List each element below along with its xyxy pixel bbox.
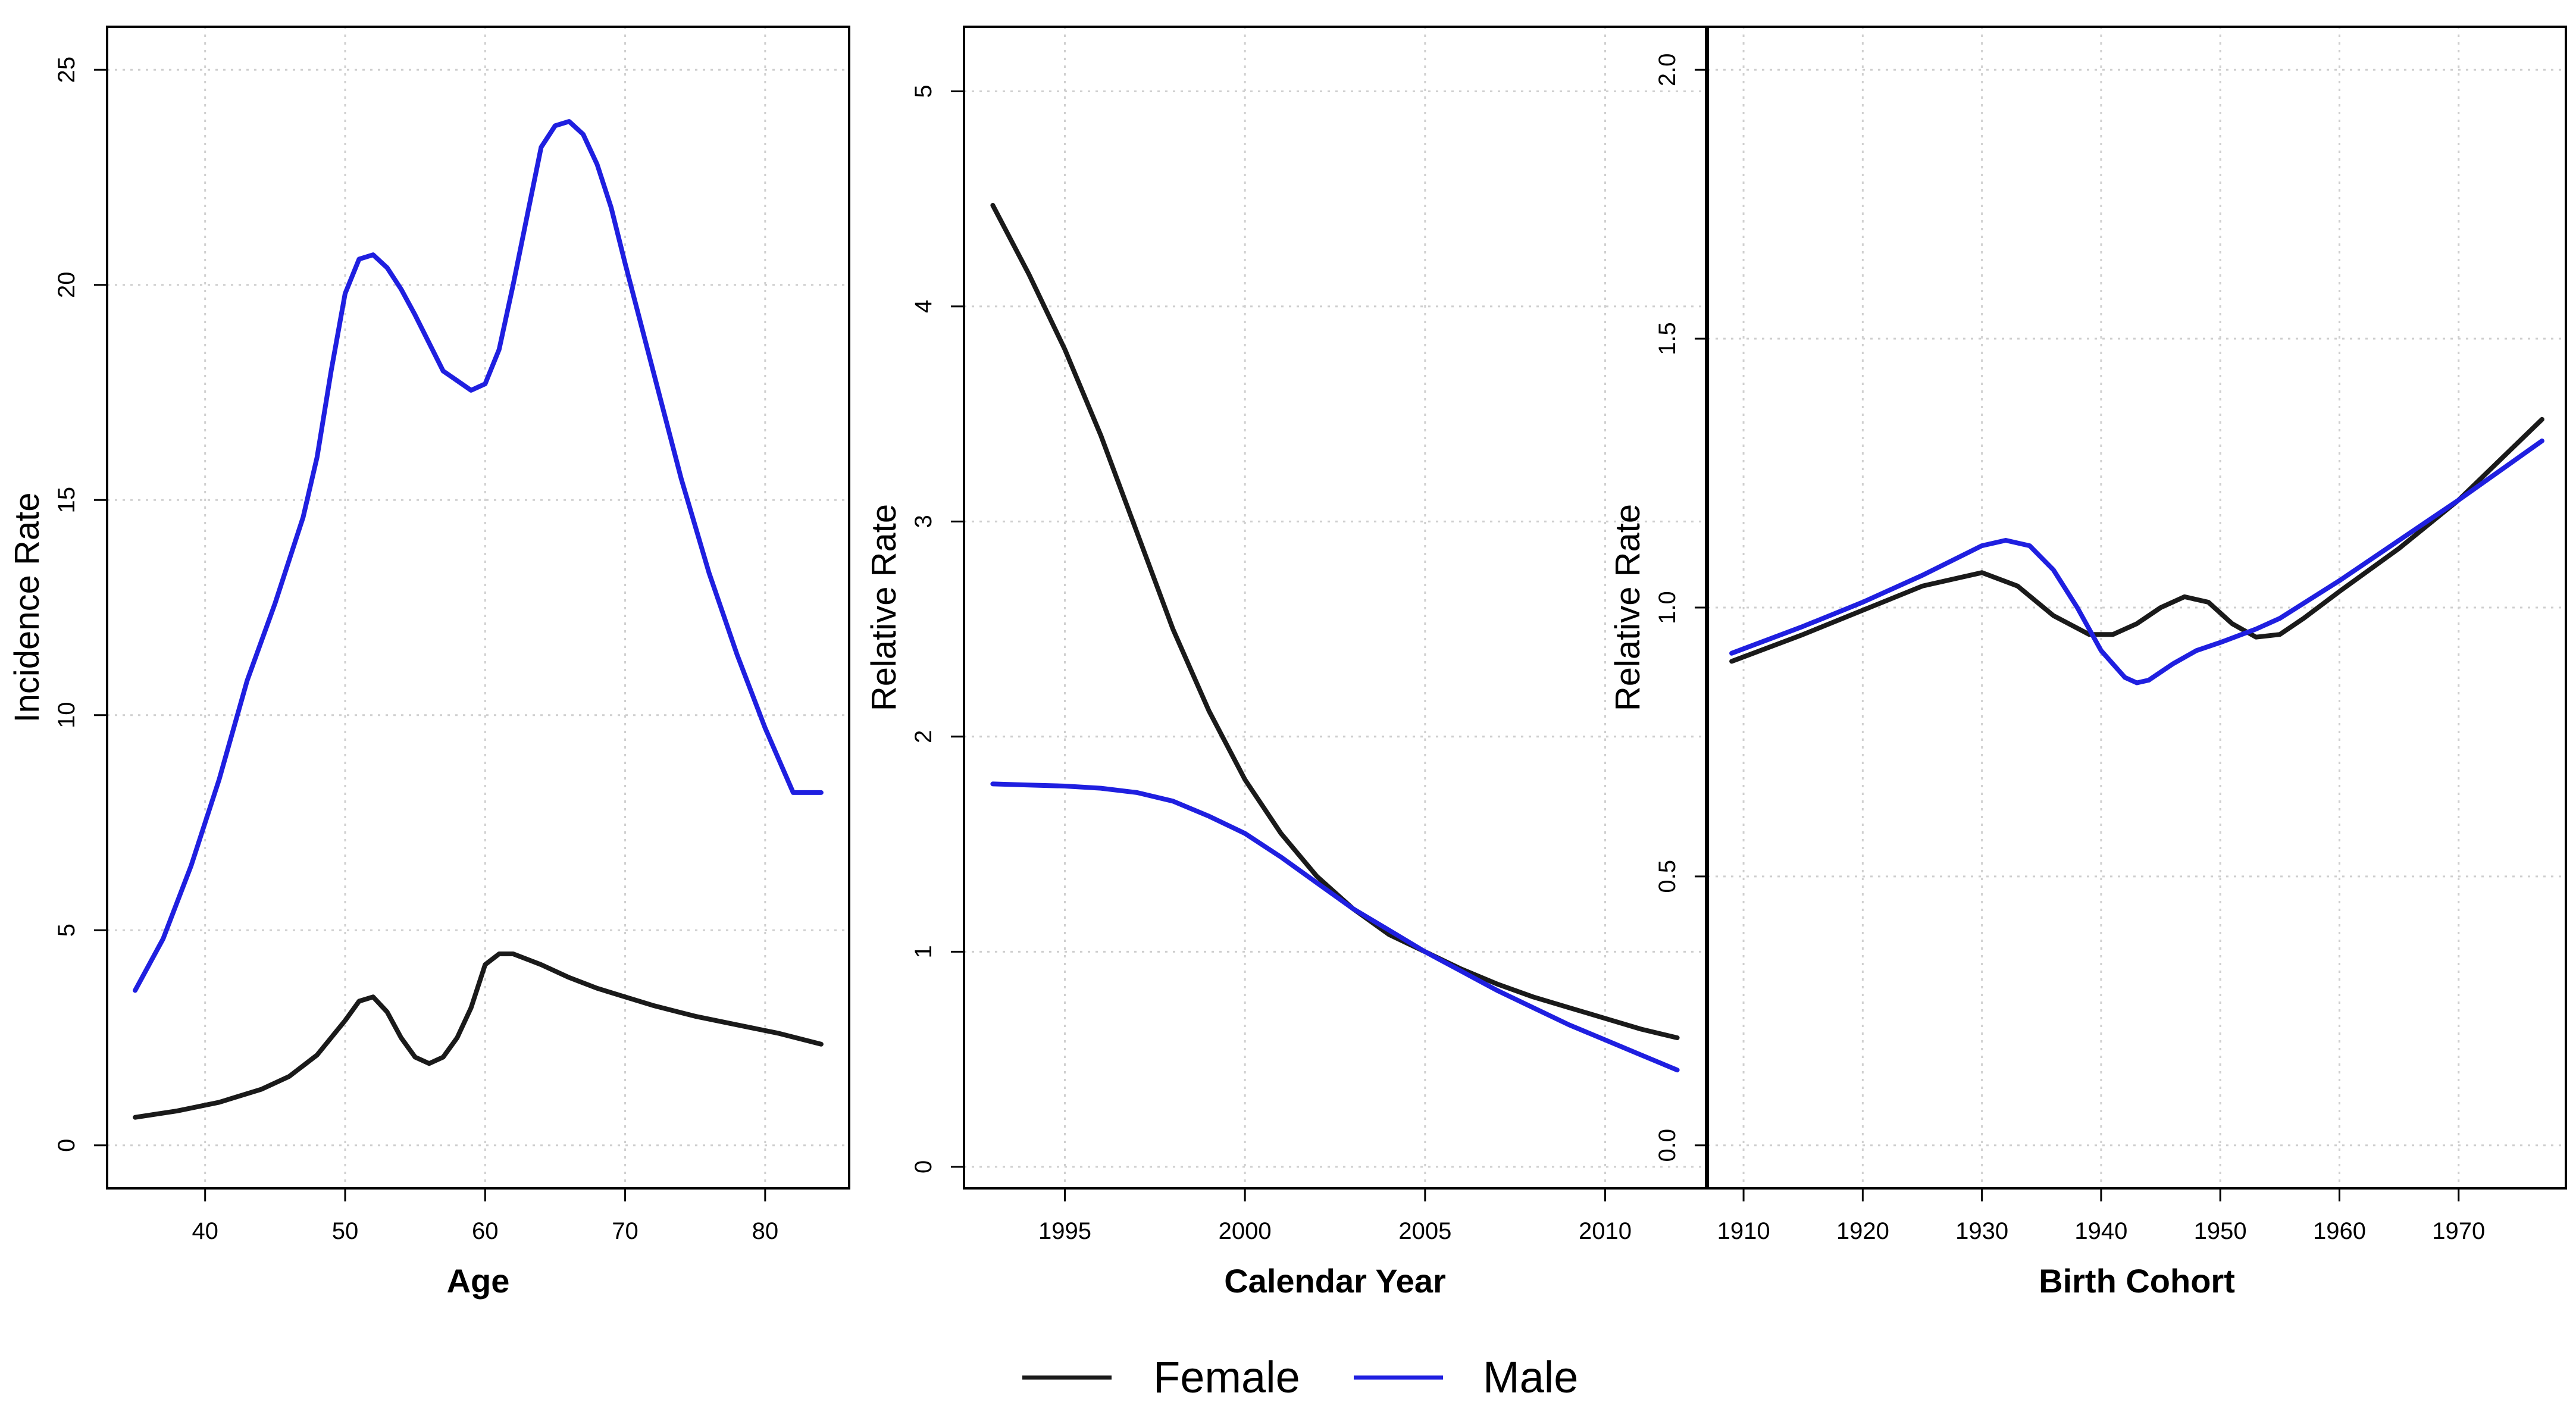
x-tick-label: 1910 — [1717, 1218, 1770, 1244]
y-tick-label: 1 — [910, 945, 937, 958]
series-line-male — [990, 781, 1680, 1073]
y-tick-label: 5 — [910, 84, 937, 98]
y-tick-label: 1.0 — [1654, 591, 1680, 624]
x-tick-label: 1995 — [1038, 1218, 1091, 1244]
y-tick-label: 1.5 — [1654, 322, 1680, 355]
y-tick-label: 2 — [910, 730, 937, 743]
x-tick-label: 1940 — [2074, 1218, 2127, 1244]
x-tick-label: 1960 — [2313, 1218, 2366, 1244]
y-axis-title: Incidence Rate — [8, 493, 46, 723]
x-axis-title: Birth Cohort — [2039, 1262, 2235, 1300]
x-tick-label: 60 — [472, 1218, 499, 1244]
chart-panel-3: 1910 1920 1930 1940 1950 1960 1970 0.0 0.5 1.0 1.5… — [1608, 26, 2567, 1300]
y-tick-label: 10 — [54, 702, 80, 728]
y-axis-title: Relative Rate — [865, 504, 903, 711]
y-tick-label: 15 — [54, 487, 80, 514]
x-tick-label: 1970 — [2432, 1218, 2485, 1244]
legend-label-female: Female — [1153, 1353, 1300, 1402]
series-line-female — [990, 203, 1680, 1040]
x-tick-label: 1950 — [2194, 1218, 2247, 1244]
y-tick-label: 0.5 — [1654, 860, 1680, 893]
series-line-female — [1729, 417, 2544, 664]
plot-frame — [106, 26, 850, 1190]
x-tick-label: 70 — [612, 1218, 638, 1244]
x-axis-title: Calendar Year — [1224, 1262, 1446, 1300]
series-line-male — [133, 119, 824, 993]
x-tick-label: 50 — [332, 1218, 359, 1244]
x-tick-label: 2005 — [1398, 1218, 1451, 1244]
chart-panel-1: 40 50 60 70 80 0 5 10 15 20 25 Age Incidence Rate — [8, 26, 850, 1300]
y-tick-label: 3 — [910, 515, 937, 528]
series-line-female — [133, 951, 824, 1120]
y-tick-label: 0 — [910, 1160, 937, 1173]
y-tick-label: 25 — [54, 57, 80, 83]
x-tick-label: 2000 — [1219, 1218, 1272, 1244]
y-axis-title: Relative Rate — [1608, 504, 1647, 711]
y-tick-label: 0 — [54, 1139, 80, 1152]
series-line-male — [1729, 438, 2544, 686]
y-tick-label: 0.0 — [1654, 1129, 1680, 1162]
chart-panel-2: 1995 2000 2005 2010 0 1 2 3 4 5 Calendar Year Relat… — [865, 26, 1707, 1300]
x-tick-label: 2010 — [1579, 1218, 1632, 1244]
y-tick-label: 20 — [54, 272, 80, 299]
y-tick-label: 4 — [910, 300, 937, 313]
y-tick-label: 2.0 — [1654, 53, 1680, 86]
x-axis-title: Age — [447, 1262, 510, 1300]
y-tick-label: 5 — [54, 924, 80, 937]
legend: Female Male — [1022, 1353, 1578, 1402]
x-tick-label: 40 — [192, 1218, 218, 1244]
x-tick-label: 1930 — [1955, 1218, 2008, 1244]
x-tick-label: 1920 — [1836, 1218, 1889, 1244]
legend-label-male: Male — [1483, 1353, 1578, 1402]
x-tick-label: 80 — [752, 1218, 779, 1244]
